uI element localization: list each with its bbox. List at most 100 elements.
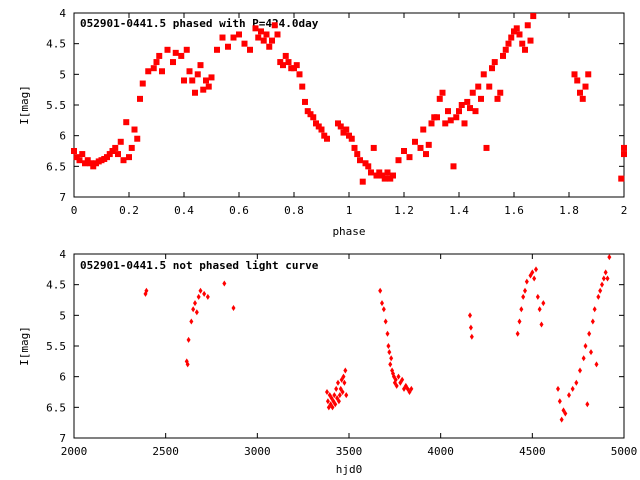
data-point (590, 318, 595, 325)
data-point (344, 392, 349, 399)
data-point (153, 59, 160, 66)
data-point (517, 318, 522, 325)
data-point (577, 89, 583, 96)
data-point (241, 40, 248, 47)
data-point (461, 120, 468, 127)
data-point (436, 95, 443, 102)
data-point (387, 175, 394, 182)
data-point (445, 108, 451, 115)
data-point (348, 135, 355, 142)
data-point (383, 318, 388, 325)
data-point (299, 83, 306, 90)
data-point (225, 43, 231, 50)
data-point (82, 160, 88, 167)
x-ticks: 0 0.2 0.4 0.6 0.8 1 1.2 1.4 1.6 1.8 2 (71, 13, 627, 217)
data-point (439, 89, 446, 96)
data-point (120, 157, 127, 164)
data-point (357, 157, 363, 164)
data-point (387, 349, 392, 356)
data-point (522, 46, 528, 53)
data-point (186, 336, 191, 343)
data-point (396, 373, 401, 380)
data-point (530, 269, 535, 276)
data-point (346, 132, 352, 139)
data-point (519, 306, 524, 313)
data-point (354, 151, 361, 158)
data-point (104, 154, 110, 161)
data-point (571, 71, 578, 78)
data-point (139, 80, 146, 87)
data-point (381, 306, 386, 313)
data-point (302, 98, 308, 105)
data-point (365, 163, 372, 170)
data-point (537, 306, 542, 313)
data-point (480, 71, 487, 78)
data-point (373, 172, 380, 179)
data-point (603, 269, 608, 276)
data-point (332, 392, 337, 399)
plot-frame (73, 253, 625, 439)
data-point (189, 77, 196, 84)
data-point (336, 379, 340, 386)
data-point (200, 86, 207, 93)
data-point (563, 410, 568, 417)
data-point (196, 293, 201, 300)
data-point (340, 129, 347, 136)
data-point (527, 37, 534, 44)
data-point (106, 151, 113, 158)
x-axis-label: hjd0 (336, 463, 363, 476)
data-point (109, 148, 116, 154)
data-point (394, 382, 399, 389)
plot-frame (73, 12, 625, 198)
data-point (304, 108, 311, 115)
data-point (87, 160, 94, 167)
data-point (333, 401, 338, 408)
data-point (376, 169, 383, 176)
data-point (170, 59, 176, 66)
data-point (370, 144, 377, 151)
data-point (583, 343, 588, 349)
data-point (330, 404, 335, 411)
data-point (203, 77, 209, 84)
data-point (393, 376, 398, 383)
data-point (271, 22, 278, 29)
phased-chart-panel: 052901-0441.5 phased with P=424.0day pha… (18, 7, 627, 238)
data-point (324, 135, 330, 142)
data-point (468, 324, 473, 331)
y-axis-label: I[mag] (18, 85, 31, 125)
data-point (434, 114, 440, 121)
data-point (185, 361, 190, 368)
data-point (90, 163, 97, 170)
data-point (515, 330, 520, 337)
data-point (521, 293, 526, 300)
data-point (505, 40, 512, 47)
x-tick-label: 1.2 (394, 204, 414, 217)
chart-title: 052901-0441.5 phased with P=424.0day (80, 17, 319, 30)
data-point (574, 379, 579, 386)
data-point (412, 138, 418, 145)
data-point (178, 52, 185, 59)
data-point (594, 361, 599, 368)
data-point (406, 154, 413, 161)
data-point (191, 306, 196, 313)
data-point (511, 28, 517, 35)
data-point (343, 367, 348, 374)
data-point (447, 117, 454, 124)
data-point (274, 31, 281, 38)
y-axis-label: I[mag] (18, 326, 31, 366)
data-point (420, 126, 427, 133)
data-point (384, 169, 391, 176)
data-point (315, 123, 322, 130)
data-point (378, 287, 383, 294)
y-tick-label: 7 (59, 191, 66, 204)
y-tick-label: 4 (59, 248, 66, 261)
x-axis-label: phase (332, 225, 365, 238)
data-point (159, 68, 165, 75)
data-point (144, 287, 149, 294)
data-point (579, 95, 586, 102)
data-point (186, 68, 193, 75)
data-point (112, 144, 119, 151)
data-point (145, 68, 152, 75)
data-point (341, 373, 346, 380)
